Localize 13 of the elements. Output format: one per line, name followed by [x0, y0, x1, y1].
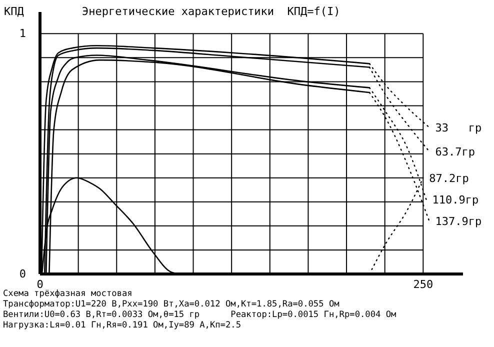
x-tick-label: 250 [413, 278, 434, 291]
series-label: 110.9гр [432, 193, 479, 206]
text: Нагрузка:Lя=0.01 Гн,Rя=0.191 Ом,Iу=89 А,Kп=2.5 [3, 320, 241, 330]
series-label: 63.7гр [435, 145, 476, 158]
series-label: 137.9гр [435, 215, 482, 228]
y-axis-title: КПД [4, 5, 24, 18]
series-label: 87.2гр [429, 172, 469, 185]
text: Вентили:U0=0.63 В,Rт=0.0033 Ом,θ=15 гр Реактор:Lp=0.0015 Гн,Rp=0.004 Ом [3, 310, 396, 320]
text: Трансформатор:U1=220 В,Pxx=190 Вт,Xa=0.012 Ом,Kт=1.85,Ra=0.055 Ом [3, 300, 340, 310]
y-tick-label: 1 [19, 27, 26, 40]
chart-title: Энергетические характеристики КПД=f(I) [82, 5, 340, 18]
text: Схема трёхфазная мостовая [3, 289, 132, 299]
series-label: 33 гр [435, 121, 482, 134]
